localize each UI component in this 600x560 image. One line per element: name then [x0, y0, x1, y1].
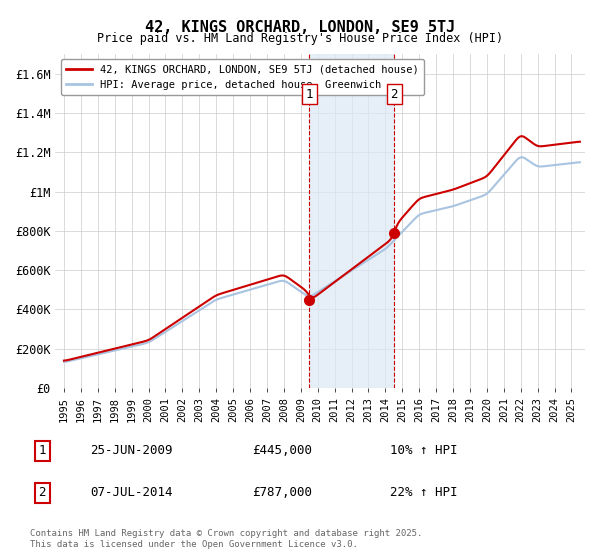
- Text: 1: 1: [38, 444, 46, 458]
- Text: 25-JUN-2009: 25-JUN-2009: [90, 444, 173, 458]
- Text: 42, KINGS ORCHARD, LONDON, SE9 5TJ: 42, KINGS ORCHARD, LONDON, SE9 5TJ: [145, 20, 455, 35]
- Text: 22% ↑ HPI: 22% ↑ HPI: [390, 486, 458, 500]
- Text: 2: 2: [38, 486, 46, 500]
- Text: £445,000: £445,000: [252, 444, 312, 458]
- Text: 07-JUL-2014: 07-JUL-2014: [90, 486, 173, 500]
- Text: £787,000: £787,000: [252, 486, 312, 500]
- Text: Price paid vs. HM Land Registry's House Price Index (HPI): Price paid vs. HM Land Registry's House …: [97, 32, 503, 45]
- Bar: [309, 54, 394, 388]
- Text: 1: 1: [305, 88, 313, 101]
- Text: 10% ↑ HPI: 10% ↑ HPI: [390, 444, 458, 458]
- Text: Contains HM Land Registry data © Crown copyright and database right 2025.
This d: Contains HM Land Registry data © Crown c…: [30, 529, 422, 549]
- Text: 2: 2: [391, 88, 398, 101]
- Legend: 42, KINGS ORCHARD, LONDON, SE9 5TJ (detached house), HPI: Average price, detache: 42, KINGS ORCHARD, LONDON, SE9 5TJ (deta…: [61, 59, 424, 95]
